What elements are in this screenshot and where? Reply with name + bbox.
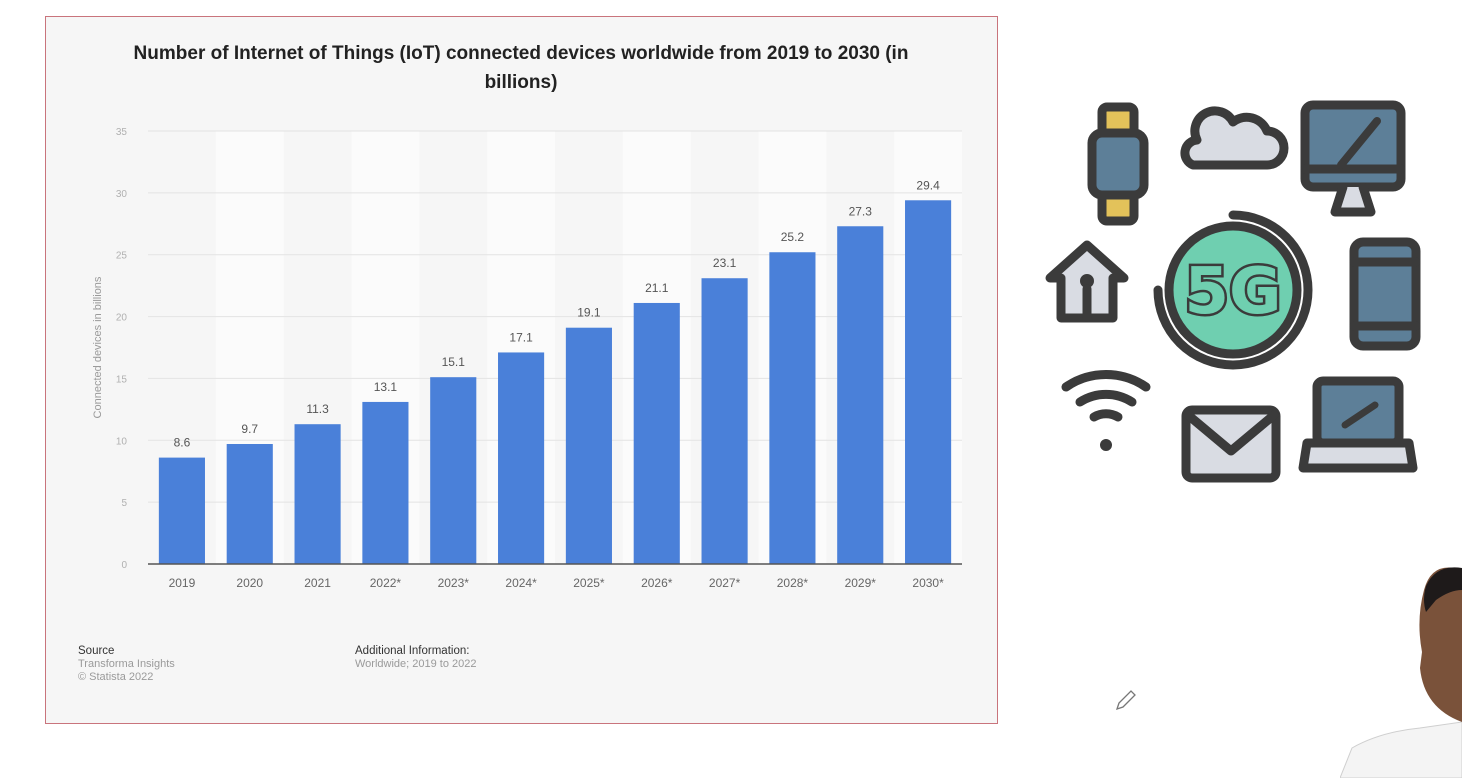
- data-label: 27.3: [849, 204, 873, 218]
- x-tick-label: 2023*: [438, 576, 470, 590]
- data-label: 8.6: [174, 436, 191, 450]
- data-label: 19.1: [577, 306, 601, 320]
- info-heading: Additional Information:: [355, 645, 470, 657]
- bar: [905, 200, 952, 564]
- x-tick-label: 2024*: [505, 576, 537, 590]
- y-axis-label: Connected devices in billions: [92, 276, 104, 418]
- data-label: 25.2: [781, 230, 805, 244]
- bar: [226, 443, 273, 564]
- data-label: 17.1: [509, 330, 533, 344]
- wifi-icon: [1061, 370, 1151, 422]
- y-tick-label: 15: [116, 374, 128, 385]
- additional-info-block: Additional Information: Worldwide; 2019 …: [355, 645, 477, 671]
- source-line: © Statista 2022: [78, 671, 154, 683]
- chart-bars: [158, 200, 952, 565]
- chart-title: Number of Internet of Things (IoT) conne…: [133, 43, 909, 93]
- y-tick-label: 30: [116, 189, 128, 200]
- y-tick-label: 35: [116, 127, 128, 138]
- presenter-avatar: [1340, 567, 1462, 778]
- cloud-icon: [1180, 106, 1289, 170]
- home-icon: [1045, 240, 1129, 323]
- 5g-label: 5G: [1184, 255, 1281, 329]
- x-tick-label: 2030*: [912, 576, 944, 590]
- bar-chart: 8.6 9.7 11.3 13.1 15.1 17.1 19.1 21.1 23.1 25.2 27…: [92, 127, 962, 590]
- bar: [837, 226, 884, 564]
- bar: [633, 302, 680, 564]
- desktop-monitor-icon: [1300, 100, 1406, 217]
- iot-illustration: 5G: [1045, 100, 1421, 483]
- x-tick-label: 2026*: [641, 576, 673, 590]
- pencil-icon[interactable]: [1112, 688, 1138, 714]
- bar: [769, 252, 816, 565]
- y-tick-label: 0: [121, 560, 127, 571]
- x-tick-label: 2020: [236, 576, 263, 590]
- x-tick-label: 2019: [169, 576, 196, 590]
- email-icon: [1181, 405, 1281, 483]
- x-tick-label: 2025*: [573, 576, 605, 590]
- smartphone-icon: [1349, 237, 1421, 351]
- laptop-icon: [1298, 376, 1418, 473]
- source-heading: Source: [78, 645, 115, 657]
- bar: [430, 377, 477, 564]
- bar: [565, 327, 612, 564]
- chart-y-ticks: 0 5 10 15 20 25 30 35: [116, 127, 128, 571]
- x-tick-label: 2027*: [709, 576, 741, 590]
- bar: [701, 278, 748, 564]
- data-label: 9.7: [241, 422, 258, 436]
- y-tick-label: 10: [116, 436, 128, 447]
- data-label: 15.1: [442, 355, 466, 369]
- chart-x-ticks: 2019 2020 2021 2022* 2023* 2024* 2025* 2026* 202…: [169, 576, 945, 590]
- source-line: Transforma Insights: [78, 658, 175, 670]
- x-tick-label: 2029*: [845, 576, 877, 590]
- bar: [158, 457, 205, 564]
- data-label: 29.4: [916, 178, 940, 192]
- y-tick-label: 5: [121, 498, 127, 509]
- 5g-network-icon: [1153, 210, 1313, 370]
- info-text: Worldwide; 2019 to 2022: [355, 658, 477, 670]
- x-tick-label: 2021: [304, 576, 331, 590]
- data-label: 23.1: [713, 256, 737, 270]
- y-tick-label: 25: [116, 251, 128, 262]
- source-block: Source Transforma Insights © Statista 20…: [78, 645, 175, 684]
- y-tick-label: 20: [116, 313, 128, 324]
- data-label: 21.1: [645, 281, 669, 295]
- smartwatch-icon: [1087, 102, 1149, 226]
- data-label: 13.1: [374, 380, 398, 394]
- chart-value-labels: 8.6 9.7 11.3 13.1 15.1 17.1 19.1 21.1 23.1 25.2 27…: [174, 178, 941, 449]
- bar: [362, 401, 409, 564]
- bar: [294, 424, 341, 564]
- chart-panel: Number of Internet of Things (IoT) conne…: [45, 16, 998, 724]
- bar: [498, 352, 545, 564]
- data-label: 11.3: [306, 402, 329, 416]
- x-tick-label: 2022*: [370, 576, 402, 590]
- x-tick-label: 2028*: [777, 576, 809, 590]
